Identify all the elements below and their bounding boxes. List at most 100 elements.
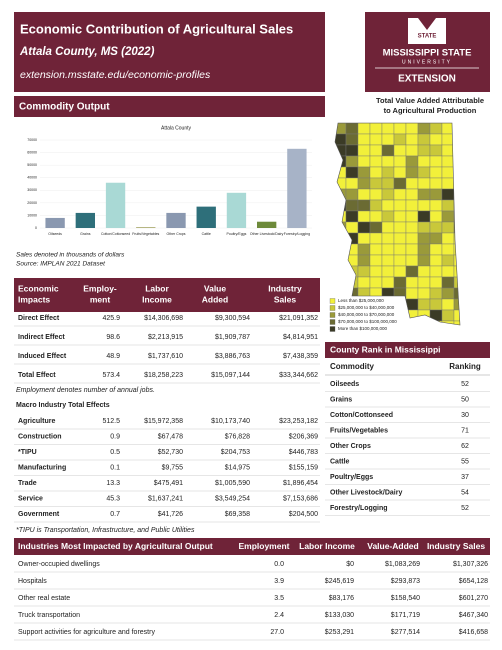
- county: [381, 199, 395, 212]
- county: [429, 287, 443, 300]
- county: [441, 298, 455, 311]
- cell: $15,097,144: [211, 372, 250, 379]
- cell: 3.9: [274, 578, 284, 585]
- x-tick-label: Fruits/Vegetables: [132, 232, 159, 236]
- column-header: Labor: [145, 283, 169, 293]
- cell: 27.0: [270, 629, 284, 636]
- county: [417, 188, 431, 201]
- logo-extension: EXTENSION: [398, 74, 456, 85]
- cell: 0.7: [110, 511, 120, 518]
- y-tick-label: 20000: [27, 201, 37, 205]
- cell: $52,730: [158, 449, 183, 456]
- cell: $14,306,698: [144, 315, 183, 322]
- county: [369, 166, 383, 179]
- cell: 98.6: [106, 334, 120, 341]
- county: [335, 123, 347, 135]
- cell: 71: [461, 427, 469, 434]
- cell: $23,253,182: [279, 418, 318, 425]
- cell: Oilseeds: [330, 381, 359, 388]
- column-header: Sales: [274, 294, 296, 304]
- cell: $158,540: [391, 595, 420, 602]
- county: [369, 155, 383, 168]
- cell: $7,438,359: [283, 353, 318, 360]
- county: [429, 243, 443, 256]
- legend-swatch: [329, 312, 336, 318]
- column-header: Employment: [238, 541, 289, 551]
- county: [453, 309, 460, 322]
- cell: Forestry/Logging: [330, 505, 388, 512]
- cell: $4,814,951: [283, 334, 318, 341]
- county: [429, 144, 443, 157]
- county: [405, 254, 419, 267]
- county: [369, 243, 383, 256]
- cell: $0: [346, 561, 354, 568]
- column-header: Commodity: [330, 362, 375, 371]
- cell: $204,500: [289, 511, 318, 518]
- cell: Agriculture: [18, 418, 55, 425]
- county: [441, 166, 455, 179]
- table-header-band: [325, 342, 490, 358]
- county: [393, 166, 407, 179]
- county: [345, 133, 359, 146]
- cell: $1,737,610: [148, 353, 183, 360]
- cell: $293,873: [391, 578, 420, 585]
- column-header: Economic: [18, 283, 59, 293]
- cell: 3.5: [274, 595, 284, 602]
- cell: $67,478: [158, 433, 183, 440]
- cell: 0.1: [110, 464, 120, 471]
- county: [405, 320, 419, 325]
- county: [417, 265, 431, 278]
- legend-swatch: [329, 305, 336, 311]
- county: [429, 155, 443, 168]
- cell: $253,291: [325, 629, 354, 636]
- cell: Other Crops: [330, 443, 371, 450]
- county: [369, 232, 383, 245]
- county: [381, 221, 395, 234]
- county: [453, 210, 460, 223]
- section-band: [14, 96, 325, 117]
- cell: Grains: [330, 396, 352, 403]
- county: [393, 243, 407, 256]
- cell: 55: [461, 458, 469, 465]
- x-tick-label: Forestry/Logging: [284, 232, 310, 236]
- cell: 13.3: [106, 480, 120, 487]
- x-tick-label: Cattle: [202, 232, 211, 236]
- county: [417, 133, 431, 146]
- cell: $654,128: [459, 578, 488, 585]
- county: [393, 287, 407, 300]
- cell: $15,972,358: [144, 418, 183, 425]
- cell: $133,030: [325, 612, 354, 619]
- county: [405, 133, 419, 146]
- sub-heading: Macro Industry Total Effects: [16, 402, 110, 409]
- logo-university: UNIVERSITY: [402, 59, 452, 65]
- cell: Government: [18, 511, 60, 518]
- county: [381, 155, 395, 168]
- county: [369, 276, 383, 289]
- column-header: Employ-: [83, 283, 117, 293]
- cell: $69,358: [225, 511, 250, 518]
- cell: 0.9: [110, 433, 120, 440]
- county: [453, 287, 460, 300]
- county: [441, 243, 455, 256]
- county: [417, 144, 431, 157]
- county: [405, 188, 419, 201]
- bar: [166, 212, 186, 228]
- cell: $10,173,740: [211, 418, 250, 425]
- cell: 45.3: [106, 495, 120, 502]
- county: [335, 254, 347, 267]
- county: [381, 287, 395, 300]
- county: [381, 265, 395, 278]
- column-header: Added: [202, 294, 228, 304]
- cell: 0.5: [110, 449, 120, 456]
- title: Economic Contribution of Agricultural Sa…: [20, 21, 293, 36]
- note: *TIPU is Transportation, Infrastructure,…: [16, 527, 195, 534]
- cell: $2,213,915: [148, 334, 183, 341]
- cell: $1,083,269: [385, 561, 420, 568]
- cell: Direct Effect: [18, 315, 60, 322]
- county: [345, 188, 359, 201]
- county: [441, 254, 455, 267]
- cell: Induced Effect: [18, 353, 67, 360]
- county: [417, 287, 431, 300]
- chart-title: Attala County: [161, 125, 192, 131]
